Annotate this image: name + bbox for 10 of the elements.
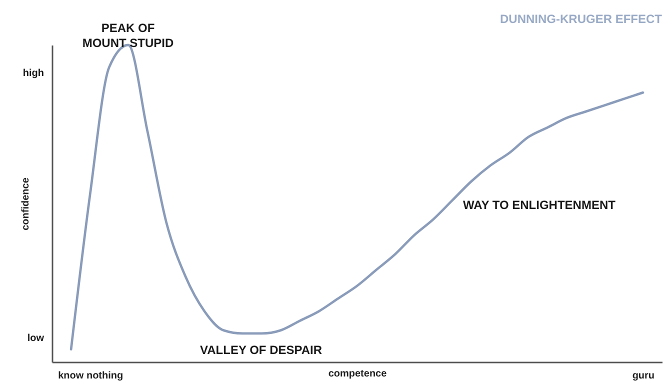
chart-title: DUNNING-KRUGER EFFECT xyxy=(500,12,663,26)
x-axis-title: competence xyxy=(328,368,388,380)
annotation: PEAK OF MOUNT STUPID xyxy=(82,21,174,50)
annotation: WAY TO ENLIGHTENMENT xyxy=(463,198,616,212)
y-axis-title: confidence xyxy=(20,177,32,230)
annotation: VALLEY OF DESPAIR xyxy=(200,343,322,357)
x-tick-label: guru xyxy=(632,370,655,382)
x-tick-label: know nothing xyxy=(58,370,124,382)
text: high xyxy=(22,68,44,79)
text: low xyxy=(27,333,44,344)
